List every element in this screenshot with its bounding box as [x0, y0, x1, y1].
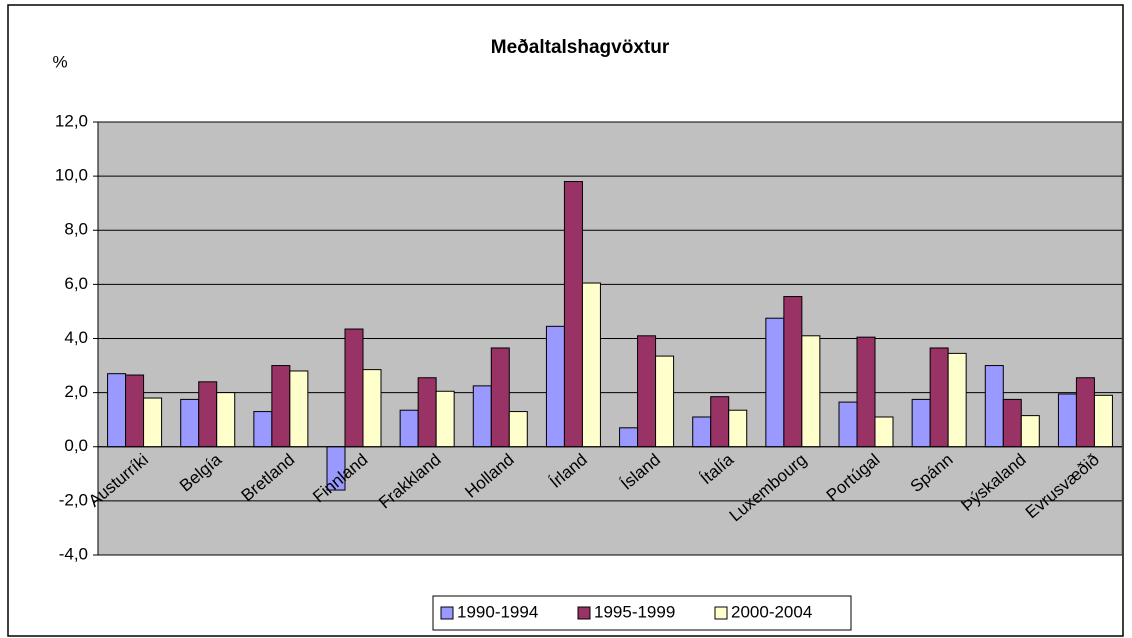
- legend-label: 1990-1994: [457, 602, 538, 621]
- legend-swatch: [440, 606, 454, 620]
- bar: [344, 328, 364, 448]
- bar: [929, 347, 949, 448]
- bar: [710, 396, 730, 448]
- y-tick-label: 8,0: [64, 220, 88, 239]
- bar: [801, 335, 821, 448]
- bar: [856, 336, 876, 448]
- bar: [728, 409, 748, 448]
- bar: [581, 282, 601, 448]
- bar: [472, 385, 492, 448]
- bar: [198, 381, 218, 448]
- bar: [289, 370, 309, 448]
- bar: [947, 352, 967, 448]
- bar: [399, 409, 419, 448]
- bar: [563, 181, 583, 448]
- bar: [1020, 415, 1040, 448]
- y-tick-label: -4,0: [59, 544, 88, 563]
- bar: [545, 325, 565, 448]
- legend-label: 2000-2004: [731, 602, 812, 621]
- bar: [490, 347, 510, 448]
- bar: [107, 373, 127, 448]
- legend-label: 1995-1999: [594, 602, 675, 621]
- bar: [125, 374, 145, 448]
- bar: [838, 401, 858, 448]
- y-tick-label: 4,0: [64, 328, 88, 347]
- bar: [911, 398, 931, 448]
- y-tick-label: 12,0: [55, 111, 88, 130]
- bar: [655, 355, 675, 448]
- bar: [253, 411, 273, 448]
- bar: [362, 369, 382, 448]
- bar: [637, 335, 657, 448]
- bar: [692, 416, 712, 448]
- bar: [180, 398, 200, 448]
- y-tick-label: 2,0: [64, 382, 88, 401]
- y-tick-label: 10,0: [55, 166, 88, 185]
- bar: [216, 392, 236, 448]
- bar: [984, 365, 1004, 448]
- legend-swatch: [577, 606, 591, 620]
- legend-box: [432, 595, 852, 631]
- y-tick-label: 0,0: [64, 436, 88, 455]
- bar: [765, 317, 785, 448]
- bar: [143, 397, 163, 448]
- bar: [783, 296, 803, 448]
- y-tick-label: 6,0: [64, 274, 88, 293]
- legend-swatch: [714, 606, 728, 620]
- y-tick-label: -2,0: [59, 490, 88, 509]
- bar: [1093, 394, 1113, 448]
- bar: [508, 411, 528, 448]
- bar: [435, 390, 455, 448]
- bar: [271, 365, 291, 448]
- bar: [1057, 393, 1077, 448]
- bar: [1002, 398, 1022, 448]
- chart-title: Meðaltalshagvöxtur: [491, 37, 670, 58]
- bar: [417, 377, 437, 448]
- bar: [619, 427, 639, 448]
- y-axis-label: %: [52, 52, 67, 71]
- bar: [1075, 377, 1095, 448]
- bar: [874, 416, 894, 448]
